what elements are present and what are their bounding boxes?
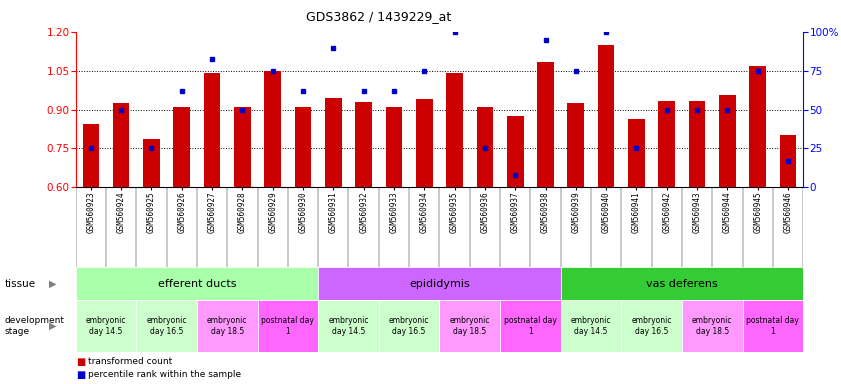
Text: embryonic
day 14.5: embryonic day 14.5 [328, 316, 368, 336]
Bar [500, 300, 561, 352]
Bar [76, 267, 318, 300]
Text: embryonic
day 16.5: embryonic day 16.5 [632, 316, 672, 336]
Bar [416, 99, 432, 187]
Bar [378, 300, 439, 352]
Text: GSM560943: GSM560943 [693, 191, 701, 233]
Text: percentile rank within the sample: percentile rank within the sample [88, 370, 241, 379]
Bar [264, 71, 281, 187]
Text: ■: ■ [76, 357, 85, 367]
Bar [561, 267, 803, 300]
Text: GSM560938: GSM560938 [541, 191, 550, 233]
Text: GSM560946: GSM560946 [784, 191, 792, 233]
Text: GSM560941: GSM560941 [632, 191, 641, 233]
Text: GSM560931: GSM560931 [329, 191, 338, 233]
Bar [537, 62, 554, 187]
Text: GDS3862 / 1439229_at: GDS3862 / 1439229_at [306, 10, 451, 23]
Text: GSM560940: GSM560940 [601, 191, 611, 233]
Bar [659, 101, 675, 187]
Bar [113, 103, 130, 187]
Bar [143, 139, 160, 187]
Bar [294, 107, 311, 187]
Text: embryonic
day 18.5: embryonic day 18.5 [692, 316, 733, 336]
Text: GSM560932: GSM560932 [359, 191, 368, 233]
Bar [82, 124, 99, 187]
Bar [749, 66, 766, 187]
Text: transformed count: transformed count [88, 358, 172, 366]
Text: postnatal day
1: postnatal day 1 [747, 316, 799, 336]
Text: GSM560945: GSM560945 [754, 191, 762, 233]
Bar [598, 45, 615, 187]
Text: GSM560924: GSM560924 [117, 191, 125, 233]
Text: ■: ■ [76, 369, 85, 379]
Bar [561, 300, 621, 352]
Bar [173, 107, 190, 187]
Bar [689, 101, 706, 187]
Text: GSM560939: GSM560939 [571, 191, 580, 233]
Bar [234, 107, 251, 187]
Text: postnatal day
1: postnatal day 1 [262, 316, 315, 336]
Bar [197, 300, 257, 352]
Text: GSM560929: GSM560929 [268, 191, 278, 233]
Bar [318, 267, 561, 300]
Bar [355, 102, 372, 187]
Text: embryonic
day 16.5: embryonic day 16.5 [389, 316, 430, 336]
Bar [743, 300, 803, 352]
Text: GSM560925: GSM560925 [147, 191, 156, 233]
Bar [257, 300, 318, 352]
Text: GSM560933: GSM560933 [389, 191, 399, 233]
Text: embryonic
day 18.5: embryonic day 18.5 [449, 316, 490, 336]
Bar [568, 103, 584, 187]
Text: GSM560928: GSM560928 [238, 191, 247, 233]
Text: efferent ducts: efferent ducts [157, 279, 236, 289]
Bar [719, 96, 736, 187]
Text: embryonic
day 14.5: embryonic day 14.5 [571, 316, 611, 336]
Bar [507, 116, 524, 187]
Bar [477, 107, 493, 187]
Bar [682, 300, 743, 352]
Text: GSM560937: GSM560937 [510, 191, 520, 233]
Text: GSM560930: GSM560930 [299, 191, 308, 233]
Text: embryonic
day 18.5: embryonic day 18.5 [207, 316, 247, 336]
Bar [447, 73, 463, 187]
Text: embryonic
day 14.5: embryonic day 14.5 [86, 316, 126, 336]
Text: GSM560944: GSM560944 [723, 191, 732, 233]
Text: development
stage: development stage [4, 316, 64, 336]
Text: GSM560936: GSM560936 [480, 191, 489, 233]
Bar [204, 73, 220, 187]
Bar [386, 107, 402, 187]
Text: GSM560934: GSM560934 [420, 191, 429, 233]
Bar [621, 300, 682, 352]
Bar [318, 300, 378, 352]
Text: ▶: ▶ [50, 321, 56, 331]
Bar [136, 300, 197, 352]
Bar [325, 98, 341, 187]
Text: GSM560923: GSM560923 [87, 191, 95, 233]
Text: epididymis: epididymis [409, 279, 470, 289]
Text: embryonic
day 16.5: embryonic day 16.5 [146, 316, 187, 336]
Text: GSM560926: GSM560926 [177, 191, 186, 233]
Bar [439, 300, 500, 352]
Bar [76, 300, 136, 352]
Bar [780, 136, 796, 187]
Text: postnatal day
1: postnatal day 1 [504, 316, 557, 336]
Text: GSM560935: GSM560935 [450, 191, 459, 233]
Text: GSM560927: GSM560927 [208, 191, 217, 233]
Text: tissue: tissue [4, 279, 35, 289]
Bar [628, 119, 645, 187]
Text: GSM560942: GSM560942 [662, 191, 671, 233]
Text: vas deferens: vas deferens [646, 279, 717, 289]
Text: ▶: ▶ [50, 279, 56, 289]
